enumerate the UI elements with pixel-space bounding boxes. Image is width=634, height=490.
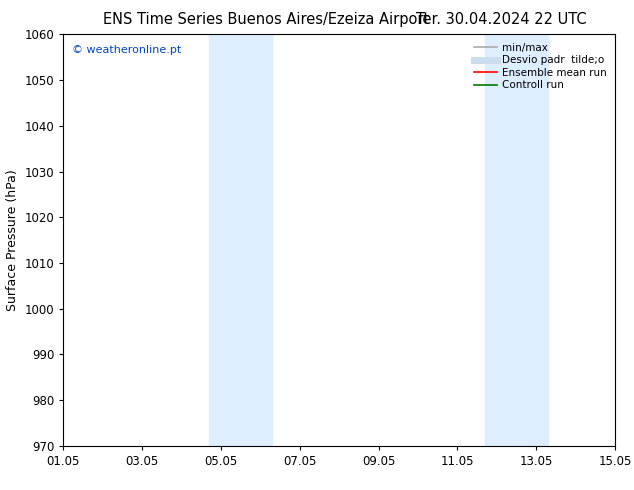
- Y-axis label: Surface Pressure (hPa): Surface Pressure (hPa): [6, 169, 19, 311]
- Legend: min/max, Desvio padr  tilde;o, Ensemble mean run, Controll run: min/max, Desvio padr tilde;o, Ensemble m…: [470, 40, 610, 94]
- Bar: [209, 34, 272, 446]
- Text: © weatheronline.pt: © weatheronline.pt: [72, 45, 181, 54]
- Text: Ter. 30.04.2024 22 UTC: Ter. 30.04.2024 22 UTC: [415, 12, 586, 27]
- Bar: [485, 34, 548, 446]
- Text: ENS Time Series Buenos Aires/Ezeiza Airport: ENS Time Series Buenos Aires/Ezeiza Airp…: [103, 12, 429, 27]
